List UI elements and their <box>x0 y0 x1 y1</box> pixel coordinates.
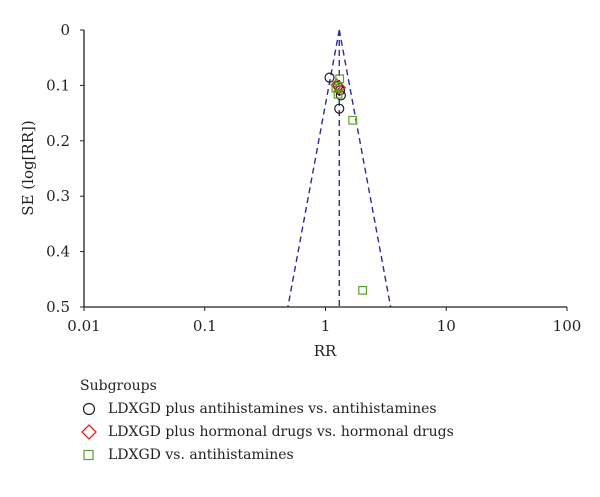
circle-marker-icon <box>82 402 96 415</box>
x-tick-label: 10 <box>437 317 456 335</box>
y-tick-label: 0 <box>60 21 70 39</box>
legend: Subgroups LDXGD plus antihistamines vs. … <box>80 378 454 466</box>
funnel-lines <box>287 29 392 308</box>
x-axis-title: RR <box>314 342 337 360</box>
funnel-plot: 0.01 0.1 1 10 100 0 0.1 0.2 0.3 0.4 0.5 RR SE (log… <box>19 21 581 360</box>
legend-title: Subgroups <box>80 378 157 394</box>
diamond-marker-icon <box>81 423 97 440</box>
y-tick-label: 0.5 <box>46 298 70 316</box>
funnel-left-line <box>287 29 340 308</box>
data-point-square <box>348 115 358 125</box>
legend-label-circle: LDXGD plus antihistamines vs. antihistam… <box>108 400 437 417</box>
data-point-circle <box>334 103 345 114</box>
data-point-square <box>335 74 345 84</box>
axes <box>83 30 567 308</box>
legend-item-circle: LDXGD plus antihistamines vs. antihistam… <box>80 397 454 420</box>
y-tick-label: 0.3 <box>46 187 70 205</box>
data-point-square <box>333 89 343 99</box>
y-tick-label: 0.2 <box>46 132 70 150</box>
data-point-circle <box>324 72 335 83</box>
data-point-square <box>358 285 368 295</box>
x-tick-label: 1 <box>321 317 331 335</box>
legend-item-square: LDXGD vs. antihistamines <box>80 443 454 466</box>
y-tick-label: 0.1 <box>46 76 70 94</box>
data-points <box>324 72 368 295</box>
legend-label-diamond: LDXGD plus hormonal drugs vs. hormonal d… <box>108 423 454 440</box>
y-axis-title: SE (log[RR]) <box>19 120 37 215</box>
y-tick-label: 0.4 <box>46 243 70 261</box>
x-tick-label: 0.01 <box>67 317 100 335</box>
tick-labels: 0.01 0.1 1 10 100 0 0.1 0.2 0.3 0.4 0.5 <box>46 21 581 335</box>
legend-item-diamond: LDXGD plus hormonal drugs vs. hormonal d… <box>80 420 454 443</box>
x-tick-label: 0.1 <box>193 317 217 335</box>
x-tick-label: 100 <box>553 317 582 335</box>
data-point-diamond <box>333 81 347 95</box>
funnel-right-line <box>338 29 392 308</box>
legend-label-square: LDXGD vs. antihistamines <box>108 446 294 463</box>
square-marker-icon <box>83 449 94 460</box>
data-point-square <box>331 83 341 93</box>
